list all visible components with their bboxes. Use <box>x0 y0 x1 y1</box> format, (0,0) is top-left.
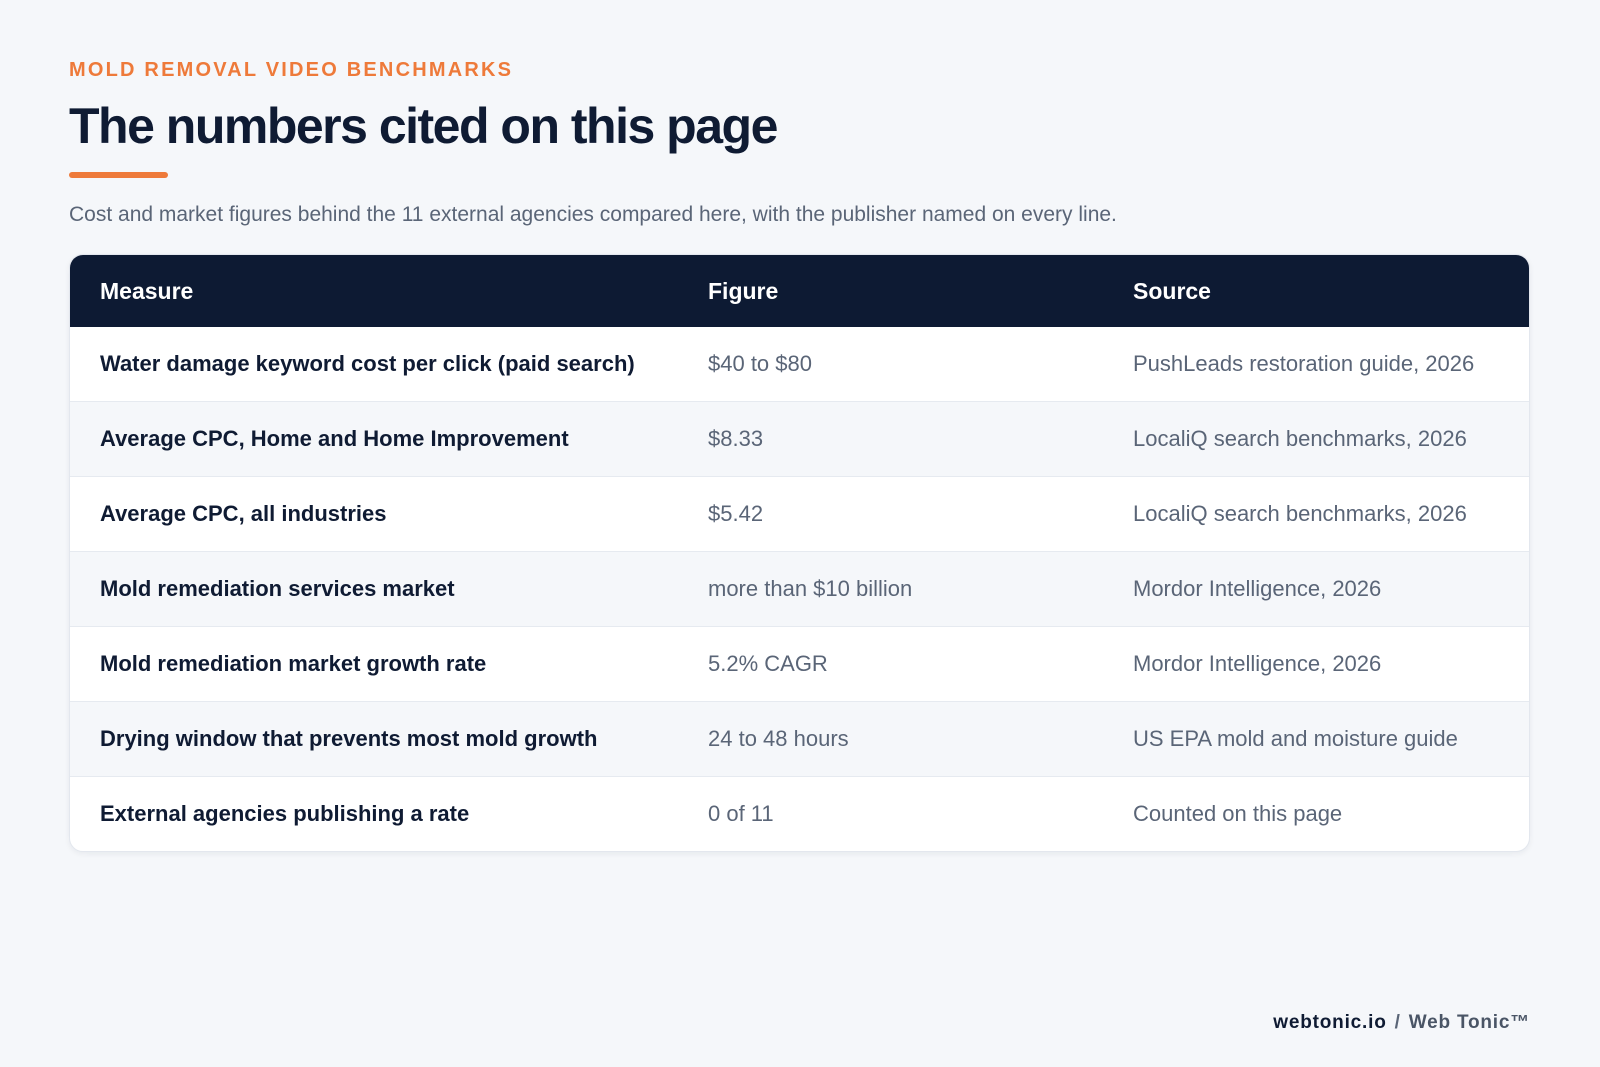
cell-source: PushLeads restoration guide, 2026 <box>1133 351 1475 376</box>
cell-source: LocaliQ search benchmarks, 2026 <box>1103 401 1529 477</box>
cell-source: Mordor Intelligence, 2026 <box>1103 551 1529 627</box>
page-title: The numbers cited on this page <box>69 98 778 154</box>
cell-source: Counted on this page <box>1103 776 1529 851</box>
table-row: Average CPC, Home and Home Improvement $… <box>70 401 1529 477</box>
cell-measure: Mold remediation services market <box>70 551 678 627</box>
table-row: Drying window that prevents most mold gr… <box>70 701 1529 777</box>
cell-source: Mordor Intelligence, 2026 <box>1103 626 1529 702</box>
eyebrow-label: MOLD REMOVAL VIDEO BENCHMARKS <box>69 59 514 81</box>
accent-rule <box>69 172 168 178</box>
table-header-row: Measure Figure Source <box>70 255 1529 327</box>
table-row: Mold remediation market growth rate 5.2%… <box>70 626 1529 702</box>
header-figure: Figure <box>678 255 1103 327</box>
cell-measure: Average CPC, Home and Home Improvement <box>70 401 678 477</box>
cell-source: US EPA mold and moisture guide <box>1103 701 1529 777</box>
cell-figure: $40 to $80 <box>708 351 812 376</box>
cell-figure: 0 of 11 <box>678 776 1103 851</box>
page-subtitle: Cost and market figures behind the 11 ex… <box>69 203 1117 226</box>
header-measure: Measure <box>70 255 678 327</box>
footer-credit: webtonic.io / Web Tonic™ <box>1273 1012 1530 1034</box>
cell-source: LocaliQ search benchmarks, 2026 <box>1103 476 1529 552</box>
cell-measure: Water damage keyword cost per click (pai… <box>100 351 635 376</box>
page-content: MOLD REMOVAL VIDEO BENCHMARKS The number… <box>69 58 1530 852</box>
footer-brand: Web Tonic™ <box>1408 1012 1530 1033</box>
table-row: Average CPC, all industries $5.42 Locali… <box>70 476 1529 552</box>
cell-figure: more than $10 billion <box>678 551 1103 627</box>
cell-figure: $5.42 <box>678 476 1103 552</box>
header-source: Source <box>1103 255 1529 327</box>
table-row: Water damage keyword cost per click (pai… <box>70 327 1529 402</box>
cell-measure: Drying window that prevents most mold gr… <box>70 701 678 777</box>
benchmarks-table: Measure Figure Source Water damage keywo… <box>70 255 1529 851</box>
table-row: External agencies publishing a rate 0 of… <box>70 776 1529 851</box>
table-row: Mold remediation services market more th… <box>70 551 1529 627</box>
cell-figure: 5.2% CAGR <box>678 626 1103 702</box>
cell-figure: 24 to 48 hours <box>678 701 1103 777</box>
cell-measure: External agencies publishing a rate <box>70 776 678 851</box>
cell-measure: Average CPC, all industries <box>70 476 678 552</box>
footer-domain: webtonic.io <box>1273 1012 1387 1033</box>
footer-separator: / <box>1394 1012 1401 1033</box>
cell-figure: $8.33 <box>678 401 1103 477</box>
cell-measure: Mold remediation market growth rate <box>70 626 678 702</box>
benchmarks-table-card: Measure Figure Source Water damage keywo… <box>69 254 1530 852</box>
